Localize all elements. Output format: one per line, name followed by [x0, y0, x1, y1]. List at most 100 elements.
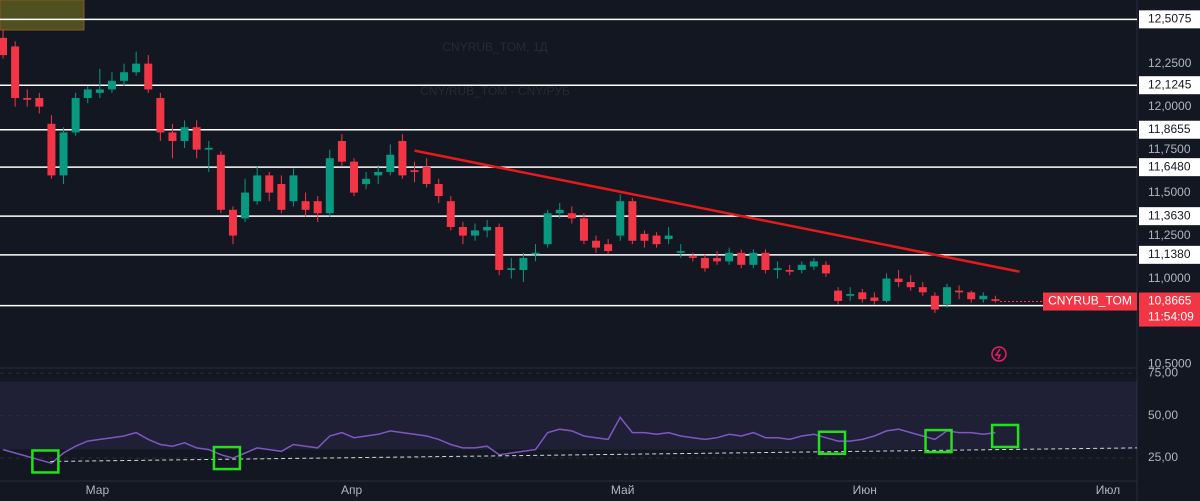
alert-icon-bolt [994, 348, 1002, 360]
candle-body [471, 230, 480, 236]
candle-body [337, 141, 346, 162]
rsi-highlight [31, 449, 60, 474]
candle-body [894, 278, 903, 283]
level-label: 12,5075 [1148, 12, 1192, 26]
alert-icon[interactable] [991, 346, 1007, 362]
y-tick-label: 12,2500 [1148, 56, 1192, 70]
candle-body [398, 141, 407, 176]
rsi-highlight [924, 428, 953, 454]
candle-body [531, 252, 540, 255]
level-label-box [1139, 120, 1200, 139]
candle-body [543, 213, 552, 245]
candle-body [11, 46, 20, 99]
candle-body [83, 89, 92, 99]
candle-body [882, 278, 891, 301]
candle-body [95, 89, 104, 93]
x-tick-label: Мар [86, 483, 110, 497]
candle-body [579, 218, 588, 241]
candle-body [446, 201, 455, 227]
candle-body [71, 98, 80, 133]
rsi-tick-label: 50,00 [1148, 408, 1178, 422]
candle-body [664, 235, 673, 240]
candle-body [374, 171, 383, 176]
x-tick-label: Июл [1096, 483, 1120, 497]
level-label: 11,6480 [1148, 159, 1191, 173]
rsi-tick-label: 75,00 [1148, 365, 1178, 379]
candle-body [59, 132, 68, 176]
candle-body [991, 299, 1000, 301]
candle-body [797, 264, 806, 270]
candle-body [495, 226, 504, 270]
candle-body [192, 127, 201, 150]
level-label: 11,1380 [1148, 247, 1191, 261]
candle-body [23, 98, 32, 100]
candle-body [930, 295, 939, 310]
rsi-trend-line [50, 447, 1138, 462]
candle-body [422, 166, 431, 184]
candle-body [616, 201, 625, 236]
x-tick-label: Апр [341, 483, 363, 497]
candle-body [918, 287, 927, 293]
candle-body [289, 175, 298, 202]
level-label-box [1139, 245, 1200, 264]
candle-body [120, 72, 129, 81]
x-tick-label: Май [611, 483, 635, 497]
candle-body [410, 170, 419, 172]
candle-body [870, 297, 879, 301]
candle-body [725, 252, 734, 262]
level-label: 11,3630 [1148, 208, 1191, 222]
candle-body [834, 290, 843, 301]
candle-body [228, 209, 237, 236]
candle-body [180, 127, 189, 142]
candle-body [604, 244, 613, 252]
candle-body [858, 292, 867, 300]
candle-body [507, 268, 516, 270]
countdown-label: 11:54:09 [1148, 310, 1194, 324]
candle-body [700, 257, 709, 269]
y-tick-label: 11,0000 [1148, 271, 1191, 285]
candle-body [967, 292, 976, 300]
rsi-highlight [817, 430, 847, 456]
y-tick-label: 11,2500 [1148, 228, 1191, 242]
y-tick-label: 10,5000 [1148, 357, 1192, 371]
candle-body [773, 268, 782, 270]
trend-line [414, 149, 1020, 273]
candle-body [301, 201, 310, 210]
candle-body [168, 132, 177, 142]
candle-body [107, 80, 116, 90]
candle-body [592, 240, 601, 248]
candle-body [434, 184, 443, 197]
symbol-label: CNYRUB_TOM [1048, 294, 1132, 308]
candle-body [325, 158, 334, 214]
candle-body [349, 161, 358, 193]
candle-body [942, 287, 951, 305]
candle-body [749, 252, 758, 265]
y-tick-label: 12,0000 [1148, 99, 1192, 113]
rsi-line [2, 415, 996, 465]
candle-body [0, 37, 8, 56]
candle-body [144, 63, 153, 90]
level-label-box [1139, 10, 1200, 29]
candle-body [979, 295, 988, 300]
y-tick-label: 11,5000 [1148, 185, 1191, 199]
level-label: 11,8655 [1148, 122, 1191, 136]
candle-body [737, 252, 746, 265]
candle-body [761, 252, 770, 270]
candle-body [216, 154, 225, 210]
candle-body [555, 209, 564, 214]
candle-body [809, 261, 818, 267]
candle-body [386, 154, 395, 172]
candle-body [156, 98, 165, 133]
candle-body [785, 269, 794, 272]
level-label-box [1139, 207, 1200, 226]
level-label: 12,1245 [1148, 77, 1192, 91]
candle-body [35, 98, 44, 107]
candle-body [652, 235, 661, 245]
candle-body [253, 175, 262, 202]
candle-body [458, 226, 467, 236]
candle-body [676, 251, 685, 253]
candle-body [204, 147, 213, 150]
y-tick-label: 11,7500 [1148, 142, 1191, 156]
